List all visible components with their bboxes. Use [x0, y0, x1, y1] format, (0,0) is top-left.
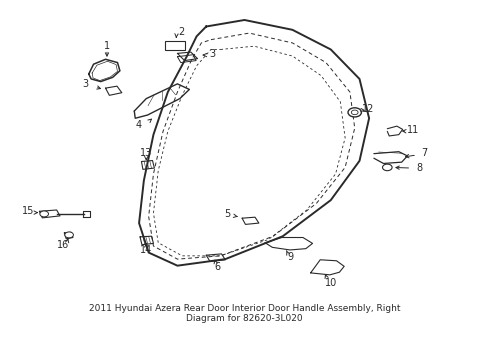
Polygon shape	[89, 59, 120, 82]
Text: 3: 3	[82, 78, 88, 89]
Polygon shape	[177, 52, 197, 60]
Polygon shape	[177, 55, 196, 63]
Text: 2011 Hyundai Azera Rear Door Interior Door Handle Assembly, Right
Diagram for 82: 2011 Hyundai Azera Rear Door Interior Do…	[88, 303, 400, 323]
Bar	[165, 41, 184, 50]
Circle shape	[40, 211, 48, 217]
Text: 8: 8	[415, 163, 422, 174]
Text: 2: 2	[178, 27, 184, 37]
Text: 12: 12	[361, 104, 373, 114]
Circle shape	[347, 108, 361, 117]
Polygon shape	[134, 84, 189, 118]
Text: 14: 14	[140, 245, 152, 255]
Polygon shape	[105, 86, 122, 95]
Text: 3: 3	[208, 49, 215, 59]
Polygon shape	[242, 217, 258, 224]
Text: 1: 1	[103, 41, 110, 51]
Text: 5: 5	[224, 209, 230, 219]
Text: 11: 11	[406, 125, 418, 135]
Polygon shape	[310, 260, 344, 275]
Polygon shape	[140, 236, 153, 245]
Circle shape	[382, 164, 391, 171]
Circle shape	[351, 110, 357, 114]
Text: 4: 4	[136, 120, 142, 130]
Polygon shape	[64, 232, 73, 239]
Text: 16: 16	[57, 240, 69, 250]
Polygon shape	[373, 152, 407, 163]
Text: 13: 13	[140, 148, 152, 158]
Polygon shape	[386, 126, 402, 136]
Polygon shape	[83, 211, 90, 217]
Text: 9: 9	[286, 252, 292, 261]
Text: 10: 10	[324, 278, 336, 288]
Polygon shape	[206, 254, 225, 261]
Polygon shape	[141, 161, 154, 169]
Text: 15: 15	[21, 206, 34, 216]
Polygon shape	[40, 210, 60, 218]
Circle shape	[65, 232, 73, 238]
Polygon shape	[264, 238, 312, 250]
Text: 6: 6	[214, 262, 220, 272]
Text: 7: 7	[420, 148, 427, 158]
